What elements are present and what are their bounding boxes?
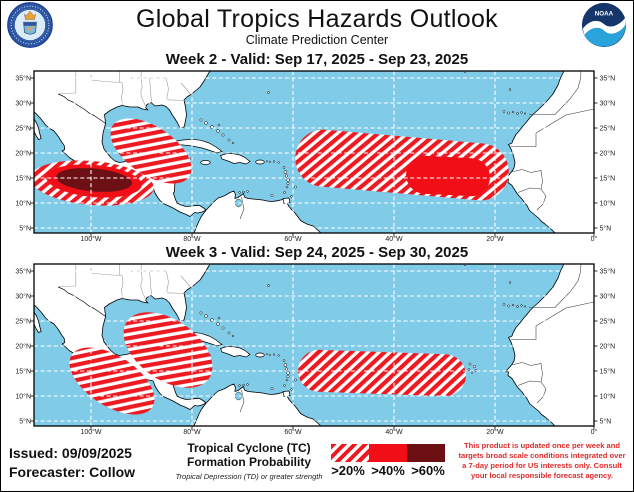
hazard-region-dark — [56, 168, 132, 192]
svg-text:10°N: 10°N — [15, 393, 31, 401]
svg-text:25°N: 25°N — [600, 125, 616, 133]
svg-text:100°W: 100°W — [80, 428, 101, 435]
svg-text:40°W: 40°W — [385, 235, 403, 242]
week2-gridlines — [34, 71, 594, 233]
legend-title-block: Tropical Cyclone (TC) Formation Probabil… — [174, 435, 324, 481]
legend-swatch-hatch — [331, 444, 369, 462]
page-title: Global Tropics Hazards Outlook — [136, 4, 498, 33]
svg-text:15°N: 15°N — [15, 368, 31, 376]
svg-text:30°N: 30°N — [600, 293, 616, 301]
svg-text:30°N: 30°N — [15, 100, 31, 108]
svg-text:25°N: 25°N — [15, 125, 31, 133]
svg-text:20°N: 20°N — [600, 343, 616, 351]
svg-text:35°N: 35°N — [15, 75, 31, 83]
svg-text:80°W: 80°W — [183, 428, 201, 435]
hazard-region-hatch — [298, 349, 466, 397]
legend-swatch-red — [369, 444, 407, 462]
header: Global Tropics Hazards Outlook Climate P… — [1, 1, 633, 49]
week3-axis-ticks — [30, 270, 598, 430]
svg-text:10°N: 10°N — [600, 200, 616, 208]
legend-swatch-dark — [407, 444, 445, 462]
legend-labels: >20% >40% >60% — [328, 463, 448, 478]
svg-text:35°N: 35°N — [600, 75, 616, 83]
svg-text:25°N: 25°N — [15, 318, 31, 326]
svg-text:35°N: 35°N — [15, 268, 31, 276]
hazard-region-hatch — [110, 118, 192, 184]
week3-title: Week 3 - Valid: Sep 24, 2025 - Sep 30, 2… — [165, 244, 469, 261]
legend-label: >20% — [331, 463, 365, 478]
hazard-map-week2: 35°N 35°N 30°N 30°N 25°N 25°N 20°N 20°N 15°N 15°N… — [15, 70, 615, 243]
hazard-region-red — [406, 155, 490, 197]
noaa-logo-icon: NOAA — [581, 2, 627, 48]
svg-text:20°N: 20°N — [15, 150, 31, 158]
panel-week3: Week 3 - Valid: Sep 24, 2025 - Sep 30, 2… — [1, 242, 633, 435]
svg-text:10°N: 10°N — [600, 393, 616, 401]
legend: >20% >40% >60% — [324, 435, 452, 478]
svg-text:20°N: 20°N — [600, 150, 616, 158]
svg-text:35°N: 35°N — [600, 268, 616, 276]
hazard-region-hatch — [123, 312, 213, 388]
noaa-logo: NOAA — [575, 2, 633, 48]
svg-text:30°N: 30°N — [15, 293, 31, 301]
svg-text:100°W: 100°W — [80, 235, 101, 242]
svg-text:15°N: 15°N — [15, 175, 31, 183]
legend-label: >60% — [411, 463, 445, 478]
svg-text:0°: 0° — [591, 428, 598, 435]
svg-text:60°W: 60°W — [284, 428, 302, 435]
doc-seal-logo — [1, 2, 59, 48]
svg-text:10°N: 10°N — [15, 200, 31, 208]
week2-axis-labels: 35°N 35°N 30°N 30°N 25°N 25°N 20°N 20°N 15°N 15°N… — [15, 75, 615, 243]
svg-text:20°N: 20°N — [15, 343, 31, 351]
page-subtitle: Climate Prediction Center — [245, 33, 389, 48]
svg-text:30°N: 30°N — [600, 100, 616, 108]
week2-axis-ticks — [30, 77, 598, 237]
noaa-logo-text: NOAA — [595, 10, 614, 17]
svg-text:20°W: 20°W — [486, 428, 504, 435]
svg-text:80°W: 80°W — [183, 235, 201, 242]
disclaimer-text: This product is updated once per week an… — [458, 441, 626, 480]
svg-text:5°N: 5°N — [600, 225, 612, 233]
week3-axis-labels: 35°N 35°N 30°N 30°N 25°N 25°N 20°N 20°N 15°N 15°N… — [15, 268, 615, 436]
header-titles: Global Tropics Hazards Outlook Climate P… — [59, 3, 575, 48]
legend-title-line1: Tropical Cyclone (TC) — [187, 441, 311, 455]
legend-subtitle: Tropical Depression (TD) or greater stre… — [175, 471, 323, 481]
legend-label: >40% — [371, 463, 405, 478]
svg-text:15°N: 15°N — [600, 368, 616, 376]
week3-gridlines — [34, 264, 594, 426]
week2-title: Week 2 - Valid: Sep 17, 2025 - Sep 23, 2… — [165, 51, 469, 68]
department-of-commerce-seal-icon — [7, 2, 53, 48]
footer: Issued: 09/09/2025 Forecaster: Collow Tr… — [1, 435, 633, 491]
svg-text:0°: 0° — [591, 235, 598, 242]
panel-week2: Week 2 - Valid: Sep 17, 2025 - Sep 23, 2… — [1, 49, 633, 242]
svg-text:25°N: 25°N — [600, 318, 616, 326]
svg-text:60°W: 60°W — [284, 235, 302, 242]
week2-hazard-regions — [34, 118, 509, 206]
issuance-info: Issued: 09/09/2025 Forecaster: Collow — [1, 435, 174, 482]
legend-bar — [331, 444, 445, 462]
svg-text:5°N: 5°N — [600, 418, 612, 426]
svg-text:15°N: 15°N — [600, 175, 616, 183]
hazard-map-week3: 35°N 35°N 30°N 30°N 25°N 25°N 20°N 20°N 15°N 15°N… — [15, 263, 615, 436]
svg-text:20°W: 20°W — [486, 235, 504, 242]
svg-text:40°W: 40°W — [385, 428, 403, 435]
svg-text:5°N: 5°N — [19, 225, 31, 233]
svg-text:5°N: 5°N — [19, 418, 31, 426]
issued-date: Issued: 09/09/2025 — [9, 445, 132, 461]
legend-title-line2: Formation Probability — [186, 454, 311, 469]
forecaster-name: Forecaster: Collow — [9, 463, 136, 480]
